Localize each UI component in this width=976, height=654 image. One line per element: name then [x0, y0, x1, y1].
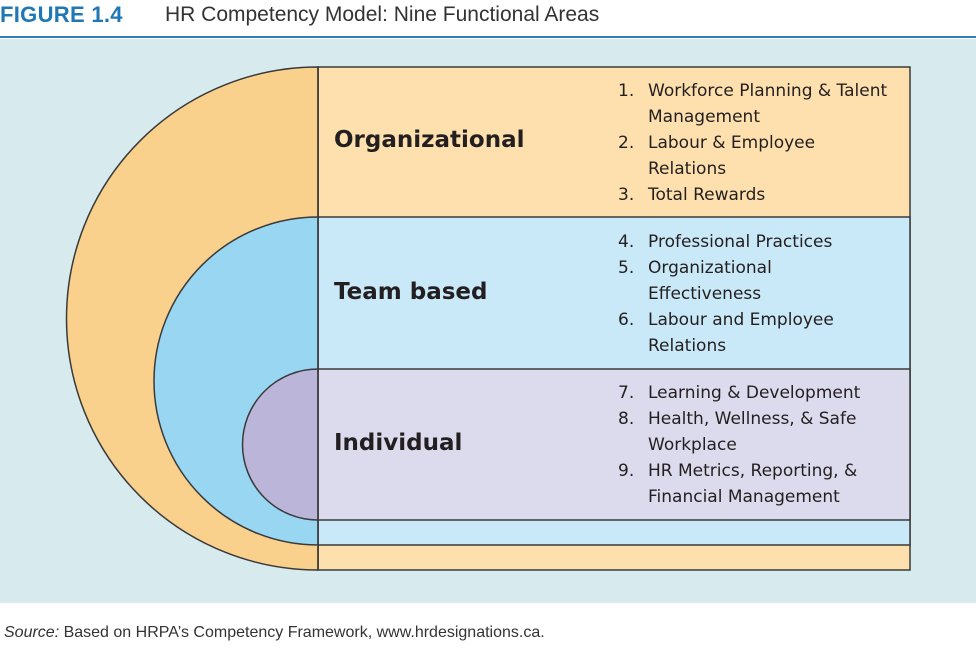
- individual-band: [317, 368, 911, 521]
- list-item: 8. Health, Wellness, & Safe Workplace: [618, 406, 908, 458]
- item-number: 6.: [618, 310, 635, 330]
- level-title-team: Team based: [334, 279, 488, 305]
- list-item: 4. Professional Practices: [618, 229, 888, 255]
- item-text: Health, Wellness, & Safe Workplace: [648, 409, 857, 455]
- item-text: Labour & Employee Relations: [648, 133, 816, 179]
- organizational-areas-list: 1. Workforce Planning & Talent Managemen…: [618, 78, 888, 208]
- diagram-panel: Organizational 1. Workforce Planning & T…: [0, 39, 976, 603]
- item-text: Organizational Effectiveness: [648, 258, 772, 304]
- item-number: 7.: [618, 383, 635, 403]
- item-number: 4.: [618, 232, 635, 252]
- individual-arc: [241, 368, 319, 521]
- item-text: Workforce Planning & Talent Management: [648, 81, 888, 127]
- individual-areas-list: 7. Learning & Development 8. Health, Wel…: [618, 380, 918, 510]
- item-number: 1.: [618, 81, 635, 101]
- item-text: Learning & Development: [648, 383, 861, 403]
- item-text: HR Metrics, Reporting, & Financial Manag…: [648, 461, 858, 507]
- team-areas-list: 4. Professional Practices 5. Organizatio…: [618, 229, 888, 359]
- competency-diagram: [65, 66, 911, 571]
- figure-title: HR Competency Model: Nine Functional Are…: [165, 3, 600, 26]
- level-title-individual: Individual: [334, 430, 463, 456]
- list-item: 2. Labour & Employee Relations: [618, 130, 888, 182]
- figure-header: FIGURE 1.4 HR Competency Model: Nine Fun…: [0, 0, 976, 38]
- list-item: 1. Workforce Planning & Talent Managemen…: [618, 78, 888, 130]
- item-number: 2.: [618, 133, 635, 153]
- list-item: 9. HR Metrics, Reporting, & Financial Ma…: [618, 458, 913, 510]
- item-text: Professional Practices: [648, 232, 833, 252]
- figure-label: FIGURE 1.4: [0, 2, 123, 27]
- list-item: 5. Organizational Effectiveness: [618, 255, 828, 307]
- list-item: 7. Learning & Development: [618, 380, 918, 406]
- item-text: Labour and Employee Relations: [648, 310, 834, 356]
- source-note: Source: Based on HRPA’s Competency Frame…: [4, 624, 545, 642]
- item-number: 5.: [618, 258, 635, 278]
- item-text: Total Rewards: [648, 185, 766, 205]
- source-text: Based on HRPA’s Competency Framework, ww…: [59, 624, 545, 641]
- list-item: 6. Labour and Employee Relations: [618, 307, 888, 359]
- item-number: 9.: [618, 461, 635, 481]
- item-number: 3.: [618, 185, 635, 205]
- source-label: Source:: [4, 624, 60, 641]
- level-title-organizational: Organizational: [334, 127, 525, 153]
- item-number: 8.: [618, 409, 635, 429]
- list-item: 3. Total Rewards: [618, 182, 888, 208]
